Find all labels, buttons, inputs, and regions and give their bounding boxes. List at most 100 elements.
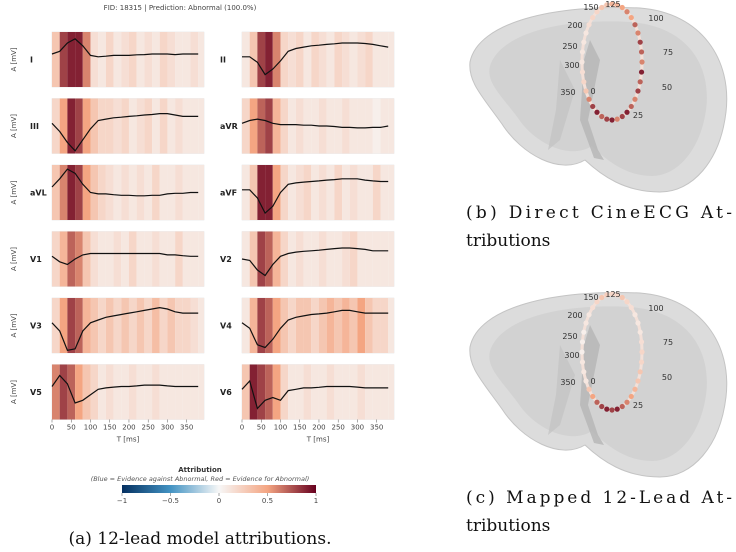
attribution-stripe <box>113 98 122 154</box>
ring-dot <box>628 393 634 400</box>
colorbar-tick-label: −1 <box>117 497 127 505</box>
attribution-stripe <box>280 165 289 220</box>
attribution-stripe <box>334 98 343 154</box>
attribution-stripe <box>380 298 389 353</box>
ring-dot <box>583 30 589 36</box>
attribution-stripe <box>67 98 76 154</box>
attribution-stripe <box>257 32 266 87</box>
attribution-stripe <box>280 231 289 287</box>
ring-label: 25 <box>633 111 643 120</box>
ring-dot <box>624 9 630 15</box>
ring-label: 250 <box>562 42 577 51</box>
attribution-stripe <box>272 298 281 353</box>
attribution-stripe <box>152 98 160 154</box>
ring-dot <box>586 22 592 28</box>
ring-label: 50 <box>662 373 672 382</box>
attribution-stripe <box>272 32 281 87</box>
attribution-stripe <box>90 32 99 87</box>
attribution-stripe <box>311 364 319 420</box>
ecg-trace <box>51 374 199 404</box>
ring-dot <box>609 407 615 413</box>
ecg-trace <box>242 178 389 215</box>
ring-dot <box>635 30 641 36</box>
attribution-stripe <box>365 32 373 87</box>
attribution-stripe <box>372 165 381 220</box>
attribution-stripe <box>52 298 60 353</box>
attribution-stripe <box>198 298 204 353</box>
x-tick-label: 100 <box>84 424 97 432</box>
attribution-stripe <box>334 231 343 287</box>
attribution-stripe <box>144 98 153 154</box>
attribution-stripe <box>318 298 327 353</box>
attribution-stripe <box>265 98 273 154</box>
lead-name: V6 <box>220 388 232 397</box>
attribution-stripe <box>90 98 99 154</box>
lead-name: aVF <box>220 189 237 198</box>
attribution-stripe <box>295 165 304 220</box>
attribution-stripe <box>113 298 122 353</box>
attribution-stripe <box>365 98 373 154</box>
caption-b-line: tributions <box>466 231 550 251</box>
ring-dot <box>628 103 634 110</box>
attribution-stripe <box>159 231 168 287</box>
attribution-stripe <box>342 364 350 420</box>
attribution-stripe <box>59 231 68 287</box>
attribution-stripe <box>144 364 153 420</box>
ecg-trace <box>242 42 389 76</box>
attribution-stripe <box>75 98 83 154</box>
y-axis-label: A [mV] <box>10 313 18 337</box>
ring-label: 125 <box>605 290 620 299</box>
colorbar-tick-label: 1 <box>314 497 318 505</box>
attribution-stripe <box>311 32 319 87</box>
colorbar-tick-label: −0.5 <box>162 497 179 505</box>
attribution-stripe <box>334 165 343 220</box>
lead-name: V1 <box>30 255 42 264</box>
ring-dot <box>624 399 630 405</box>
colorbar-title: Attribution <box>178 466 222 474</box>
attribution-stripe <box>75 364 83 420</box>
x-tick-label: 250 <box>332 424 345 432</box>
attribution-stripe <box>288 231 296 287</box>
y-axis-label: A [mV] <box>10 114 18 138</box>
ring-dot <box>619 294 625 301</box>
attribution-stripe <box>198 364 204 420</box>
attribution-stripe <box>288 165 296 220</box>
attribution-stripe <box>242 98 250 154</box>
caption-c-line: (c) Mapped 12-Lead At- <box>466 488 732 508</box>
colorbar-tick-label: 0 <box>217 497 221 505</box>
attribution-stripe <box>105 98 114 154</box>
ring-dot <box>614 292 620 298</box>
x-tick-label: 350 <box>180 424 193 432</box>
attribution-stripe <box>388 231 394 287</box>
ecg-trace <box>241 247 389 277</box>
ecg-trace <box>241 309 389 349</box>
attribution-stripe <box>167 298 176 353</box>
attribution-stripe <box>326 165 335 220</box>
attribution-stripe <box>303 231 312 287</box>
attribution-stripe <box>98 98 106 154</box>
attribution-stripe <box>75 298 83 353</box>
y-axis-label: A [mV] <box>10 180 18 204</box>
ring-dot <box>583 88 589 94</box>
ring-dot <box>581 329 587 335</box>
attribution-stripe <box>167 165 176 220</box>
attribution-stripe <box>90 231 99 287</box>
attribution-stripe <box>357 298 366 353</box>
attribution-stripe <box>182 231 191 287</box>
ring-dot <box>619 113 625 120</box>
attribution-stripe <box>242 165 250 220</box>
x-tick-label: 50 <box>67 424 76 432</box>
x-tick-label: 150 <box>293 424 306 432</box>
attribution-stripe <box>357 165 366 220</box>
attribution-stripe <box>75 165 83 220</box>
attribution-stripe <box>280 364 289 420</box>
ring-label: 150 <box>583 3 598 12</box>
attribution-stripe <box>144 32 153 87</box>
attribution-stripe <box>365 231 373 287</box>
attribution-stripe <box>349 165 358 220</box>
heart-b <box>469 6 728 193</box>
attribution-stripe <box>67 32 76 87</box>
attribution-stripe <box>249 165 258 220</box>
lead-name: V4 <box>220 322 232 331</box>
colorbar-tick-label: 0.5 <box>262 497 273 505</box>
